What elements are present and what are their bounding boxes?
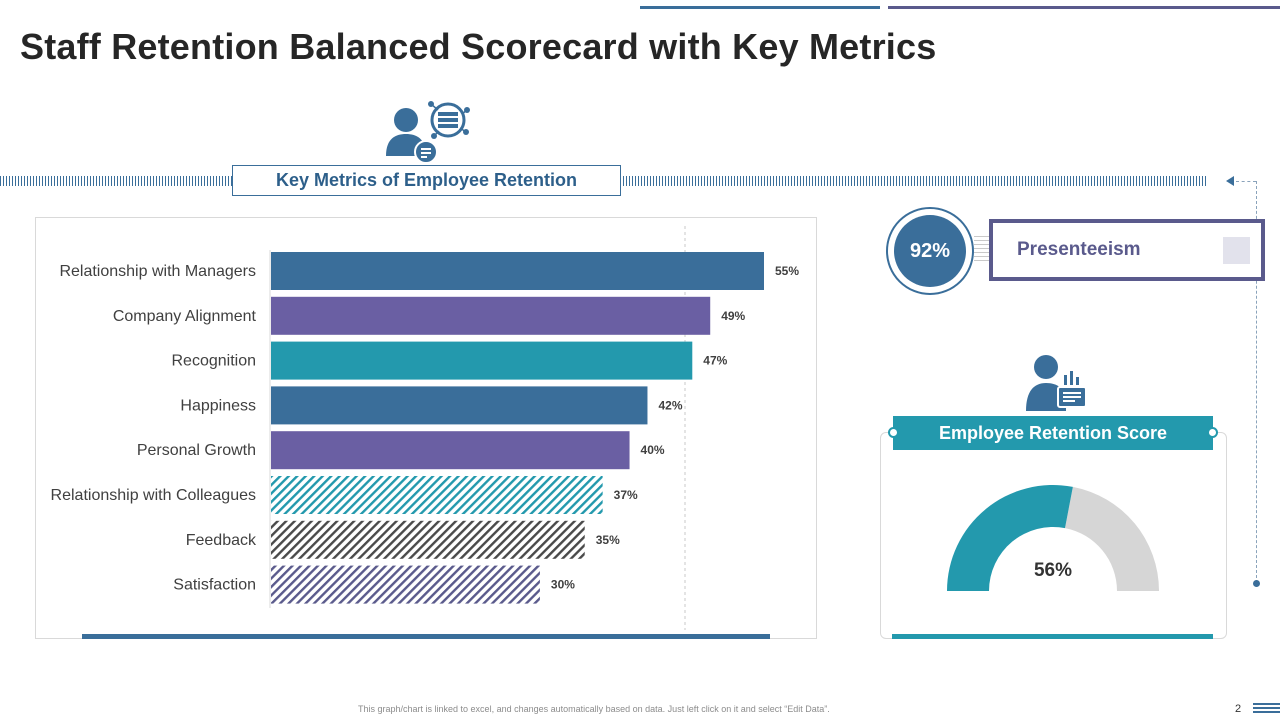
employee-computer-icon bbox=[1026, 355, 1087, 411]
score-underline bbox=[892, 634, 1213, 639]
hatched-divider-left bbox=[0, 176, 232, 186]
gauge-track bbox=[1064, 486, 1159, 591]
heading-dot-right bbox=[1207, 427, 1218, 438]
key-metrics-heading: Key Metrics of Employee Retention bbox=[232, 165, 621, 196]
bar-3[interactable] bbox=[271, 386, 648, 425]
retention-gauge[interactable] bbox=[940, 478, 1166, 598]
dashed-connector-vertical bbox=[1256, 181, 1257, 583]
value-label-6: 35% bbox=[596, 533, 620, 547]
bar-7[interactable] bbox=[271, 565, 540, 604]
page-number: 2 bbox=[1235, 703, 1242, 715]
category-label-6: Feedback bbox=[186, 532, 257, 549]
chart-footnote: This graph/chart is linked to excel, and… bbox=[358, 704, 830, 714]
hatched-divider-right bbox=[620, 176, 1206, 186]
category-label-1: Company Alignment bbox=[113, 308, 257, 325]
connector-end-dot bbox=[1253, 580, 1260, 587]
category-label-5: Relationship with Colleagues bbox=[51, 487, 256, 504]
page-title: Staff Retention Balanced Scorecard with … bbox=[20, 26, 937, 67]
retention-score-panel bbox=[880, 432, 1227, 639]
bar-2[interactable] bbox=[271, 341, 693, 380]
presenteeism-value: 92% bbox=[894, 215, 966, 287]
presenteeism-box: Presenteeism bbox=[989, 219, 1265, 281]
bar-1[interactable] bbox=[271, 296, 711, 335]
kpi-connector bbox=[974, 236, 990, 262]
bar-6[interactable] bbox=[271, 520, 585, 559]
value-label-2: 47% bbox=[703, 354, 727, 368]
category-label-7: Satisfaction bbox=[173, 577, 256, 594]
retention-score-heading: Employee Retention Score bbox=[893, 416, 1213, 450]
value-label-4: 40% bbox=[641, 443, 665, 457]
category-label-2: Recognition bbox=[172, 353, 257, 370]
page-lines-icon bbox=[1253, 703, 1280, 713]
presenteeism-marker bbox=[1223, 237, 1250, 264]
value-label-1: 49% bbox=[721, 309, 745, 323]
presenteeism-kpi-circle: 92% bbox=[886, 207, 974, 295]
value-label-7: 30% bbox=[551, 578, 575, 592]
retention-score-value: 56% bbox=[1033, 560, 1073, 581]
presenteeism-label: Presenteeism bbox=[1017, 239, 1141, 260]
bar-5[interactable] bbox=[271, 476, 603, 514]
top-accent-bar-left bbox=[640, 6, 880, 9]
dashed-connector-horizontal bbox=[1236, 181, 1256, 182]
chart-underline bbox=[82, 634, 770, 639]
value-label-5: 37% bbox=[614, 488, 638, 502]
arrow-left-icon bbox=[1226, 176, 1234, 186]
value-label-0: 55% bbox=[775, 264, 799, 278]
bar-0[interactable] bbox=[271, 252, 764, 290]
key-metrics-chart[interactable]: Relationship with Managers 55% Company Ali… bbox=[35, 217, 817, 639]
category-label-4: Personal Growth bbox=[137, 442, 256, 459]
value-label-3: 42% bbox=[658, 398, 682, 412]
category-label-0: Relationship with Managers bbox=[59, 263, 256, 280]
employee-data-icon bbox=[386, 101, 470, 164]
heading-dot-left bbox=[888, 427, 899, 438]
gauge-fill bbox=[947, 485, 1073, 591]
bar-4[interactable] bbox=[271, 431, 630, 470]
category-label-3: Happiness bbox=[180, 397, 256, 414]
bar-chart-svg: Relationship with Managers 55% Company Ali… bbox=[51, 226, 799, 630]
top-accent-bar-right bbox=[888, 6, 1280, 9]
